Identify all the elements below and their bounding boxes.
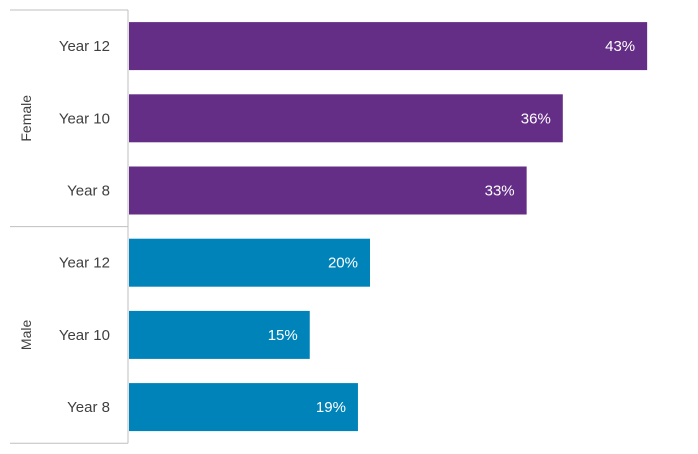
category-tick-label: Year 12 bbox=[59, 38, 110, 55]
bars bbox=[129, 22, 648, 432]
bar-male-year-12 bbox=[129, 238, 370, 287]
bar-male-year-8 bbox=[129, 383, 358, 432]
data-label: 36% bbox=[521, 110, 551, 127]
bar-male-year-10 bbox=[129, 310, 310, 359]
category-tick-label: Year 8 bbox=[67, 183, 110, 200]
group-label-male: Male bbox=[18, 320, 34, 351]
group-label-female: Female bbox=[18, 95, 34, 142]
bar-female-year-8 bbox=[129, 166, 527, 215]
category-tick-label: Year 10 bbox=[59, 110, 110, 127]
data-label: 33% bbox=[485, 183, 515, 200]
data-label: 19% bbox=[316, 399, 346, 416]
bar-female-year-12 bbox=[129, 22, 648, 71]
labels: 43% Year 12 36% Year 10 33% Year 8 Female 20% Ye… bbox=[18, 38, 635, 416]
category-tick-label: Year 12 bbox=[59, 255, 110, 272]
bar-female-year-10 bbox=[129, 94, 563, 143]
axes bbox=[10, 9, 129, 444]
data-label: 20% bbox=[328, 255, 358, 272]
category-tick-label: Year 8 bbox=[67, 399, 110, 416]
data-label: 43% bbox=[605, 38, 635, 55]
data-label: 15% bbox=[268, 327, 298, 344]
category-tick-label: Year 10 bbox=[59, 327, 110, 344]
